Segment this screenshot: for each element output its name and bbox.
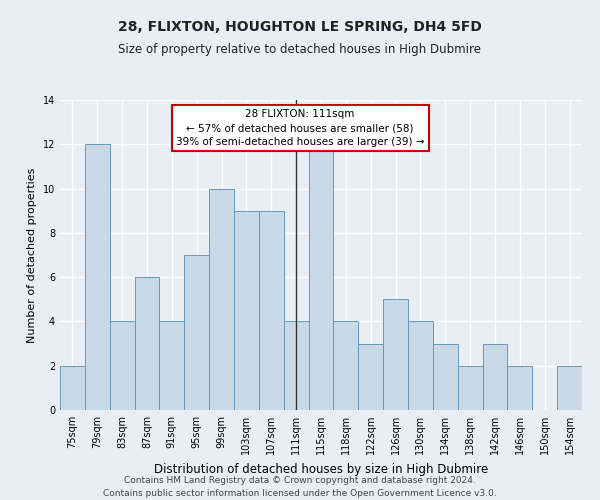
- Bar: [358, 344, 383, 410]
- Bar: [160, 322, 184, 410]
- Bar: [383, 300, 408, 410]
- Bar: [482, 344, 508, 410]
- Text: 28 FLIXTON: 111sqm
← 57% of detached houses are smaller (58)
39% of semi-detache: 28 FLIXTON: 111sqm ← 57% of detached hou…: [176, 110, 424, 148]
- Text: Contains HM Land Registry data © Crown copyright and database right 2024.: Contains HM Land Registry data © Crown c…: [124, 476, 476, 485]
- Bar: [334, 322, 358, 410]
- Text: Contains public sector information licensed under the Open Government Licence v3: Contains public sector information licen…: [103, 488, 497, 498]
- Bar: [60, 366, 85, 410]
- Bar: [284, 322, 308, 410]
- Bar: [458, 366, 482, 410]
- Bar: [408, 322, 433, 410]
- Bar: [557, 366, 582, 410]
- Bar: [259, 210, 284, 410]
- Bar: [508, 366, 532, 410]
- Text: 28, FLIXTON, HOUGHTON LE SPRING, DH4 5FD: 28, FLIXTON, HOUGHTON LE SPRING, DH4 5FD: [118, 20, 482, 34]
- Bar: [184, 255, 209, 410]
- Bar: [433, 344, 458, 410]
- Bar: [209, 188, 234, 410]
- Bar: [234, 210, 259, 410]
- Bar: [134, 277, 160, 410]
- Bar: [308, 144, 334, 410]
- X-axis label: Distribution of detached houses by size in High Dubmire: Distribution of detached houses by size …: [154, 462, 488, 475]
- Text: Size of property relative to detached houses in High Dubmire: Size of property relative to detached ho…: [119, 42, 482, 56]
- Bar: [85, 144, 110, 410]
- Y-axis label: Number of detached properties: Number of detached properties: [27, 168, 37, 342]
- Bar: [110, 322, 134, 410]
